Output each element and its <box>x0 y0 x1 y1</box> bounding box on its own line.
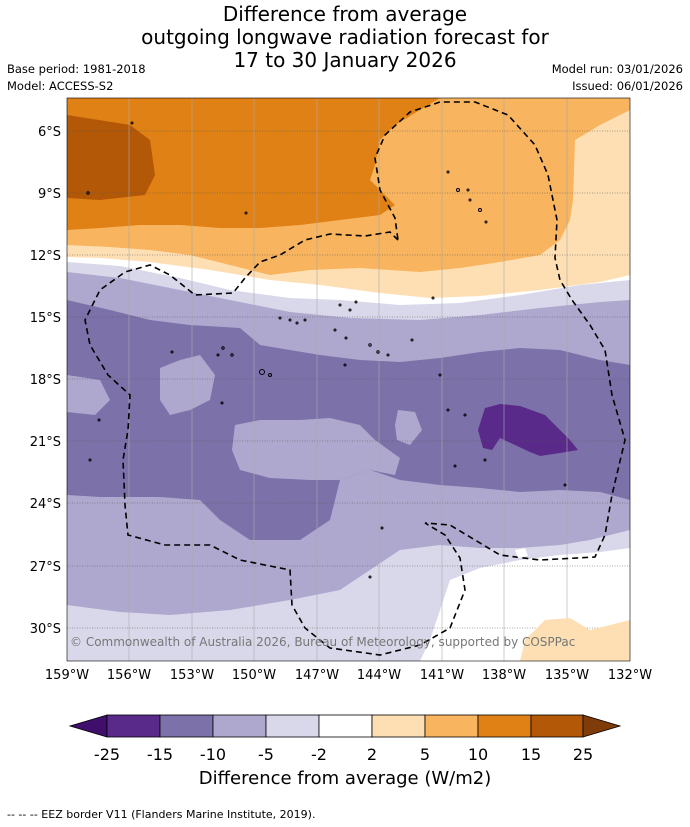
title-line-2: outgoing longwave radiation forecast for <box>141 25 549 49</box>
longitude-label: 156°W <box>107 668 151 683</box>
colorbar-tick: 15 <box>520 745 542 764</box>
colorbar <box>68 714 622 738</box>
copyright-text: © Commonwealth of Australia 2026, Bureau… <box>70 635 575 649</box>
longitude-label: 138°W <box>482 668 526 683</box>
colorbar-tick: 5 <box>419 745 431 764</box>
colorbar-extend-high <box>582 714 622 738</box>
longitude-label: 144°W <box>357 668 401 683</box>
model-run: Model run: 03/01/2026 <box>551 62 683 76</box>
base-period: Base period: 1981-2018 <box>7 62 146 76</box>
latitude-label: 24°S <box>30 497 61 512</box>
field-neg-5-10-patch-a <box>160 355 215 415</box>
colorbar-bin-p15-p25 <box>530 714 584 738</box>
colorbar-bin-m15-m10 <box>159 714 214 738</box>
colorbar-bin-m25-m15 <box>106 714 161 738</box>
issued-date: Issued: 06/01/2026 <box>572 79 683 93</box>
colorbar-bin-m10-m5 <box>212 714 267 738</box>
eez-footnote: -- -- -- EEZ border V11 (Flanders Marine… <box>7 808 316 821</box>
eez-french-polynesia <box>84 101 626 656</box>
field-neg-5-10-patch-b <box>67 375 110 415</box>
field-neg-5-10-patch-d <box>395 410 422 445</box>
longitude-label: 132°W <box>608 668 652 683</box>
latitude-label: 15°S <box>30 311 61 326</box>
field-pos-15-25 <box>67 115 155 200</box>
latitude-label: 21°S <box>30 435 61 450</box>
field-neg-10-15 <box>67 300 630 540</box>
colorbar-tick: -2 <box>311 745 327 764</box>
latitude-label: 9°S <box>38 187 61 202</box>
colorbar-bin-m5-m2 <box>265 714 320 738</box>
latitude-label: 6°S <box>38 125 61 140</box>
latitude-label: 18°S <box>30 373 61 388</box>
field-pos-2-5-se <box>520 618 630 661</box>
longitude-label: 150°W <box>232 668 276 683</box>
longitude-label: 153°W <box>170 668 214 683</box>
longitude-labels: 159°W 156°W 153°W 150°W 147°W 144°W 141°W 138°W… <box>45 668 652 683</box>
colorbar-tick: -10 <box>199 745 227 764</box>
colorbar-tick: 25 <box>572 745 594 764</box>
colorbar-tick: -15 <box>146 745 174 764</box>
longitude-label: 159°W <box>45 668 89 683</box>
field-neg-5-10-patch-c <box>232 418 400 480</box>
colorbar-tick: 2 <box>366 745 378 764</box>
colorbar-bin-p5-p10 <box>424 714 479 738</box>
latitude-label: 12°S <box>30 249 61 264</box>
meridians <box>128 98 568 661</box>
colorbar-extend-low <box>68 714 108 738</box>
colorbar-bin-p10-p15 <box>477 714 532 738</box>
colorbar-bin-p2-p5 <box>371 714 426 738</box>
colorbar-title: Difference from average (W/m2) <box>198 768 492 789</box>
longitude-label: 141°W <box>420 668 464 683</box>
longitude-label: 135°W <box>545 668 589 683</box>
model-name: Model: ACCESS-S2 <box>7 79 114 93</box>
colorbar-tick: -25 <box>93 745 121 764</box>
title-line-1: Difference from average <box>222 2 468 26</box>
title-line-3: 17 to 30 January 2026 <box>233 48 457 72</box>
eez-borders <box>84 101 626 656</box>
longitude-label: 147°W <box>295 668 339 683</box>
field-neutral-patch <box>515 548 528 558</box>
colorbar-tick: 10 <box>467 745 489 764</box>
field-neg-15-25 <box>478 404 578 456</box>
colorbar-bin-m2-p2 <box>318 714 373 738</box>
latitude-labels: 6°S 9°S 12°S 15°S 18°S 21°S 24°S 27°S 30°S <box>30 125 61 637</box>
islands <box>86 121 567 579</box>
latitude-label: 27°S <box>30 560 61 575</box>
map-frame <box>66 97 631 662</box>
latitude-label: 30°S <box>30 622 61 637</box>
anomaly-fields: © Commonwealth of Australia 2026, Bureau… <box>67 98 630 661</box>
colorbar-tick: -5 <box>258 745 274 764</box>
